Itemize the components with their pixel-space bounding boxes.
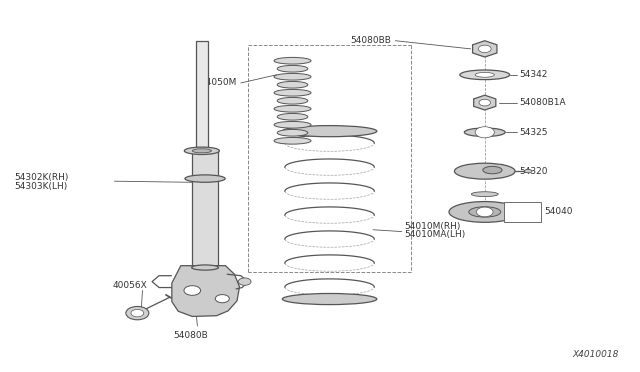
Ellipse shape (192, 149, 211, 153)
Ellipse shape (274, 57, 311, 64)
Circle shape (215, 295, 229, 303)
Ellipse shape (274, 137, 311, 144)
Ellipse shape (184, 147, 220, 154)
Ellipse shape (191, 265, 218, 270)
Text: 54040: 54040 (544, 208, 573, 217)
Circle shape (184, 286, 200, 295)
Ellipse shape (185, 175, 225, 182)
Text: 54080BB: 54080BB (351, 36, 392, 45)
Ellipse shape (468, 207, 500, 217)
Circle shape (479, 99, 490, 106)
Text: 54342: 54342 (519, 70, 548, 79)
Ellipse shape (524, 170, 532, 173)
Text: 54080B: 54080B (173, 331, 208, 340)
Text: 54010MA(LH): 54010MA(LH) (404, 230, 465, 239)
Text: 54010M(RH): 54010M(RH) (404, 221, 461, 231)
Ellipse shape (274, 121, 311, 128)
Circle shape (475, 127, 494, 138)
Ellipse shape (465, 128, 505, 137)
Text: X4010018: X4010018 (573, 350, 619, 359)
Circle shape (131, 310, 144, 317)
Circle shape (476, 207, 493, 217)
Ellipse shape (282, 294, 377, 305)
Circle shape (238, 278, 251, 285)
Text: 54303K(LH): 54303K(LH) (15, 182, 68, 190)
Bar (191, 151, 218, 267)
Ellipse shape (483, 166, 502, 174)
Circle shape (126, 307, 149, 320)
Ellipse shape (277, 129, 308, 136)
Text: 54050M: 54050M (200, 78, 237, 87)
Text: 54325: 54325 (519, 128, 548, 137)
Text: 54080Β1A: 54080Β1A (519, 98, 566, 107)
Text: 54302K(RH): 54302K(RH) (15, 173, 69, 182)
Ellipse shape (475, 73, 494, 77)
Ellipse shape (471, 192, 498, 196)
Ellipse shape (282, 126, 377, 137)
Ellipse shape (460, 70, 509, 80)
Ellipse shape (277, 81, 308, 88)
Circle shape (478, 45, 491, 52)
Text: 40056X: 40056X (113, 281, 147, 290)
Polygon shape (472, 41, 497, 57)
Ellipse shape (449, 202, 520, 222)
Ellipse shape (454, 163, 515, 179)
Ellipse shape (274, 105, 311, 112)
Ellipse shape (274, 89, 311, 96)
Bar (504, 202, 541, 222)
Ellipse shape (277, 97, 308, 104)
Ellipse shape (277, 65, 308, 72)
Text: 54320: 54320 (519, 167, 548, 176)
Ellipse shape (274, 73, 311, 80)
Bar (196, 41, 207, 151)
Polygon shape (474, 95, 496, 110)
Polygon shape (172, 266, 239, 317)
Ellipse shape (277, 113, 308, 120)
